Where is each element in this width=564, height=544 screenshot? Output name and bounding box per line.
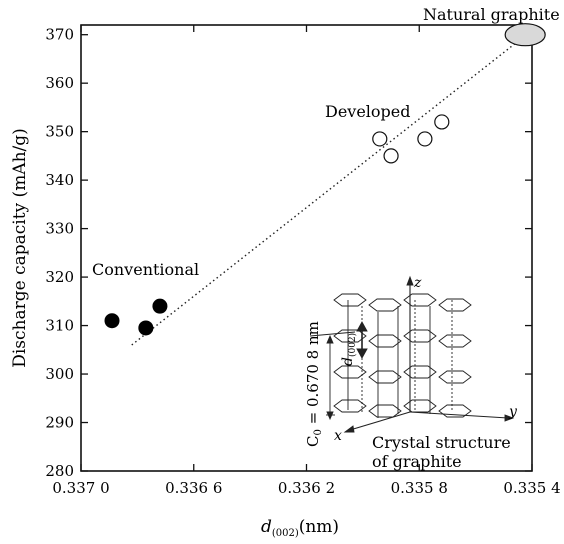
point-conventional xyxy=(138,320,154,336)
hexagon-cell xyxy=(403,329,437,343)
inset-c0-label: C0 = 0.670 8 nm xyxy=(304,321,324,447)
inset-caption-line1: Crystal structure xyxy=(372,433,511,452)
hexagon-cell xyxy=(368,298,402,312)
y-tick-label: 370 xyxy=(45,26,74,44)
point-conventional xyxy=(104,313,120,329)
hexagon-cell xyxy=(403,399,437,413)
x-tick-label: 0.335 4 xyxy=(503,479,560,497)
trendline xyxy=(131,34,527,346)
hexagon-cell xyxy=(403,293,437,307)
label-natural-graphite: Natural graphite xyxy=(423,5,560,24)
hexagon-cell xyxy=(333,293,367,307)
y-tick-label: 300 xyxy=(45,365,74,383)
hexagon-cell xyxy=(368,334,402,348)
point-natural-graphite xyxy=(504,23,546,47)
y-tick-label: 290 xyxy=(45,414,74,432)
y-tick-label: 310 xyxy=(45,317,74,335)
axis-ticks: 280 290 300 310 320 330 340 350 360 370 0.337 0 0.3… xyxy=(45,25,561,497)
hexagon-cell xyxy=(333,365,367,379)
y-axis-label: Discharge capacity (mAh/g) xyxy=(10,128,30,368)
inset-caption-line2: of graphite xyxy=(372,452,462,471)
inset-c0-value: = 0.670 8 nm xyxy=(304,321,322,429)
y-tick-label: 330 xyxy=(45,220,74,238)
x-axis-label-sub: (002) xyxy=(272,528,299,539)
point-developed xyxy=(372,131,388,147)
y-tick-label: 340 xyxy=(45,171,74,189)
hexagon-cell xyxy=(333,399,367,413)
graphite-crystal-structure-diagram xyxy=(309,275,515,433)
point-conventional xyxy=(152,298,168,314)
trendline-dotted xyxy=(131,34,527,346)
hexagon-cell xyxy=(368,370,402,384)
label-conventional: Conventional xyxy=(92,260,199,279)
hexagon-cell xyxy=(438,370,472,384)
y-tick-label: 350 xyxy=(45,123,74,141)
point-developed xyxy=(434,114,450,130)
hexagon-cell xyxy=(438,298,472,312)
inset-d002-label: d(002) xyxy=(340,333,358,366)
inset-d-main: d xyxy=(340,357,356,366)
inset-c0-main: C xyxy=(304,436,322,447)
inset-d-sub: (002) xyxy=(347,333,358,357)
x-axis-label: d(002)(nm) xyxy=(261,517,339,539)
x-tick-label: 0.336 6 xyxy=(165,479,222,497)
inset-z-label: z xyxy=(413,275,422,291)
x-tick-label: 0.337 0 xyxy=(52,479,109,497)
inset-c0-sub: 0 xyxy=(313,429,324,435)
x-tick-label: 0.335 8 xyxy=(391,479,448,497)
hexagon-cell xyxy=(438,404,472,418)
hexagon-cell xyxy=(368,404,402,418)
point-developed xyxy=(383,148,399,164)
inset-x-label: x xyxy=(334,428,342,444)
x-axis-label-unit: (nm) xyxy=(299,517,339,537)
inset-y-label: y xyxy=(508,404,518,420)
y-tick-label: 280 xyxy=(45,462,74,480)
x-tick-label: 0.336 2 xyxy=(278,479,335,497)
y-tick-label: 320 xyxy=(45,268,74,286)
data-points xyxy=(104,23,546,336)
hexagon-cell xyxy=(403,365,437,379)
label-developed: Developed xyxy=(325,102,411,121)
hexagon-cell xyxy=(333,329,367,343)
x-axis-label-main: d xyxy=(261,517,272,537)
hexagon-cell xyxy=(438,334,472,348)
point-developed xyxy=(417,131,433,147)
y-tick-label: 360 xyxy=(45,74,74,92)
